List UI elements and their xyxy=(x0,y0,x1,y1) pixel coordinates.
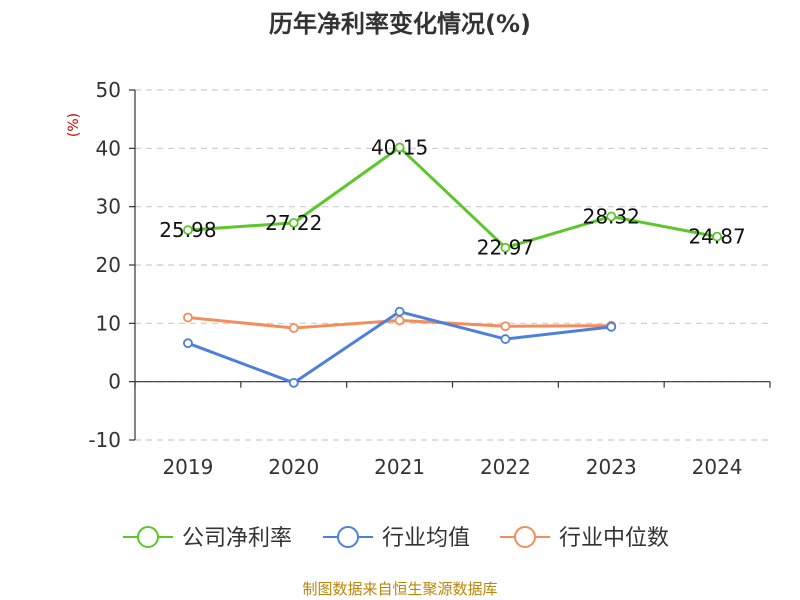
legend-swatch-marker xyxy=(514,526,536,548)
data-label: 24.87 xyxy=(688,225,745,249)
data-point xyxy=(183,312,193,323)
y-tick-label: 40 xyxy=(96,136,121,160)
y-tick-label: 10 xyxy=(96,311,121,335)
legend-label: 行业均值 xyxy=(382,526,470,551)
data-point xyxy=(288,323,299,333)
y-tick-label: 30 xyxy=(96,195,121,219)
data-point xyxy=(394,142,405,153)
x-tick-label: 2019 xyxy=(162,455,213,479)
legend-label: 公司净利率 xyxy=(182,526,292,551)
legend-label: 行业中位数 xyxy=(559,526,669,551)
x-tick-label: 2023 xyxy=(586,455,637,479)
data-point xyxy=(606,321,617,332)
legend-swatch-marker xyxy=(137,526,159,548)
chart-title: 历年净利率变化情况(%) xyxy=(269,10,531,38)
y-tick-label: 20 xyxy=(96,253,121,277)
data-point xyxy=(394,315,405,326)
data-point xyxy=(712,231,722,242)
source-note: 制图数据来自恒生聚源数据库 xyxy=(302,580,498,598)
data-point xyxy=(394,306,405,317)
data-point xyxy=(500,321,511,332)
y-tick-label: -10 xyxy=(88,428,121,452)
y-tick-label: 50 xyxy=(96,78,121,102)
x-tick-label: 2022 xyxy=(480,455,531,479)
data-label: 40.15 xyxy=(371,135,428,159)
y-axis-label: (%) xyxy=(66,113,82,137)
data-label: 25.98 xyxy=(159,218,216,242)
legend-swatch-marker xyxy=(337,526,359,548)
series-line xyxy=(187,145,718,250)
data-point xyxy=(288,217,299,228)
x-tick-label: 2020 xyxy=(268,455,319,479)
x-tick-label: 2021 xyxy=(374,455,425,479)
data-point xyxy=(288,377,299,388)
y-tick-label: 0 xyxy=(108,370,121,394)
data-point xyxy=(500,334,511,344)
data-label: 22.97 xyxy=(477,236,534,260)
x-tick-label: 2024 xyxy=(692,455,743,479)
data-point xyxy=(183,225,193,236)
data-point xyxy=(500,242,511,253)
data-point xyxy=(183,338,193,349)
data-label: 27.22 xyxy=(265,211,322,235)
data-point xyxy=(606,211,617,222)
data-label: 28.32 xyxy=(583,204,640,228)
